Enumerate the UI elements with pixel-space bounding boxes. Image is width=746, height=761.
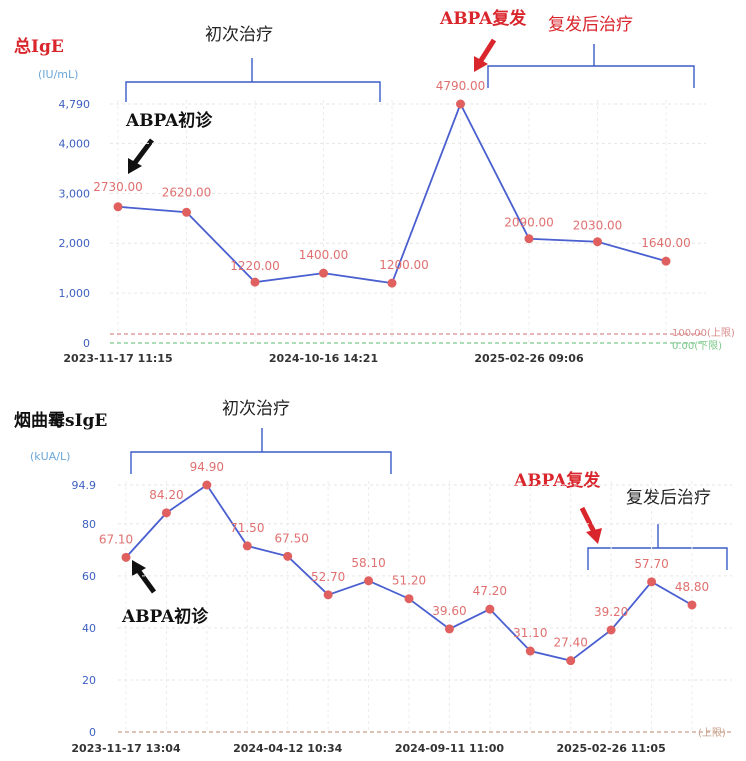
chart2-data-point[interactable] <box>364 576 374 586</box>
chart2-data-point[interactable] <box>283 551 293 561</box>
chart1-data-label: 4790.00 <box>436 79 486 93</box>
chart2-initial-diagnosis-label: ABPA初诊 <box>121 606 209 627</box>
chart1-relapse-label: ABPA复发 <box>439 8 527 29</box>
chart1-data-label: 2030.00 <box>573 219 623 233</box>
chart1-initial-treatment-brace <box>125 58 381 102</box>
chart2-data-point[interactable] <box>202 480 212 490</box>
chart1-ytick-label: 4,000 <box>59 137 91 150</box>
chart2-unit: (kUA/L) <box>30 450 70 463</box>
chart2-relapse-arrow-icon <box>579 506 602 544</box>
chart2-post-relapse-brace <box>587 524 728 570</box>
chart2-data-point[interactable] <box>525 646 535 656</box>
chart2-data-point[interactable] <box>323 590 333 600</box>
chart2-xtick-label: 2024-04-12 10:34 <box>233 742 343 755</box>
chart2-data-point[interactable] <box>606 625 616 635</box>
chart2-data-label: 48.80 <box>675 580 709 594</box>
chart2-data-point[interactable] <box>485 604 495 614</box>
chart2-initial-treatment-label: 初次治疗 <box>222 399 290 419</box>
chart2-reference-label: (上限) <box>698 727 726 739</box>
chart2-xtick-label: 2024-09-11 11:00 <box>395 742 505 755</box>
chart2-data-label: 67.10 <box>99 532 133 546</box>
chart1-unit: (IU/mL) <box>38 68 78 81</box>
chart2-ytick-label: 40 <box>82 622 96 635</box>
chart2-data-point[interactable] <box>444 624 454 634</box>
chart1-reference-label: 0.00(下限) <box>672 340 722 352</box>
chart1-ytick-label: 1,000 <box>59 287 91 300</box>
chart1-data-point[interactable] <box>524 234 534 244</box>
chart2-data-point[interactable] <box>687 600 697 610</box>
chart1-initial-diagnosis-label: ABPA初诊 <box>125 110 213 131</box>
chart2-post-relapse-label: 复发后治疗 <box>626 488 711 508</box>
chart2-data-label: 57.70 <box>634 557 668 571</box>
chart2-data-label: 84.20 <box>149 488 183 502</box>
chart1-xtick-label: 2023-11-17 11:15 <box>63 352 172 365</box>
chart1-data-point[interactable] <box>387 278 397 288</box>
chart1-relapse-arrow-icon <box>474 38 497 72</box>
chart2-data-label: 94.90 <box>190 460 224 474</box>
chart1-data-point[interactable] <box>661 256 671 266</box>
chart2-plot: 0 20 40 60 80 94.9 (上限) 2023-11-17 13:04 2024-04… <box>71 460 732 755</box>
chart2-data-label: 51.20 <box>392 574 426 588</box>
chart1-ytick-label: 0 <box>83 337 90 350</box>
chart1-post-relapse-label: 复发后治疗 <box>548 15 633 35</box>
chart2-ytick-label: 0 <box>89 726 96 739</box>
chart1-reference-label: 100.00(上限) <box>672 327 735 339</box>
chart2-data-point[interactable] <box>647 577 657 587</box>
chart2-data-label: 67.50 <box>275 531 309 545</box>
chart2-data-point[interactable] <box>121 552 131 562</box>
chart2-title: 烟曲霉sIgE <box>14 410 107 431</box>
chart2-ytick-label: 80 <box>82 518 96 531</box>
chart2-data-label: 27.40 <box>554 636 588 650</box>
chart2-diagnosis-arrow-icon <box>132 560 157 594</box>
chart1-plot: 0 1,000 2,000 3,000 4,000 4,790 100.00(上限)0.00… <box>59 79 735 365</box>
chart1-data-point[interactable] <box>182 207 191 217</box>
chart2-relapse-label: ABPA复发 <box>513 470 601 491</box>
chart1-data-label: 2620.00 <box>162 185 212 199</box>
chart1-data-label: 2090.00 <box>504 216 554 230</box>
chart1-data-label: 2730.00 <box>93 180 143 194</box>
chart1-data-label: 1400.00 <box>299 248 349 262</box>
chart2-data-point[interactable] <box>161 508 171 518</box>
chart1-ytick-label: 3,000 <box>59 187 91 200</box>
chart1-initial-treatment-label: 初次治疗 <box>205 25 273 45</box>
chart2-data-point[interactable] <box>242 541 252 551</box>
chart1-xtick-label: 2025-02-26 09:06 <box>474 352 584 365</box>
chart2-data-label: 58.10 <box>351 556 385 570</box>
chart1-data-label: 1220.00 <box>230 259 280 273</box>
chart1-data-point[interactable] <box>456 99 465 109</box>
chart2-data-point[interactable] <box>566 656 576 666</box>
chart1-data-point[interactable] <box>319 268 328 278</box>
chart1-title: 总IgE <box>14 36 64 57</box>
chart2-ytick-label: 20 <box>82 674 96 687</box>
chart2-data-label: 71.50 <box>230 521 264 535</box>
chart1-ytick-label: 2,000 <box>59 237 91 250</box>
chart2-data-label: 39.20 <box>594 605 628 619</box>
chart1-diagnosis-arrow-icon <box>128 138 154 174</box>
chart2-data-label: 39.60 <box>432 604 466 618</box>
chart1-ytick-label: 4,790 <box>59 98 91 111</box>
chart1-data-point[interactable] <box>250 277 260 287</box>
chart2-xtick-label: 2023-11-17 13:04 <box>71 742 181 755</box>
chart2-data-label: 52.70 <box>311 570 345 584</box>
chart2-initial-treatment-brace <box>130 428 392 474</box>
chart1-data-label: 1200.00 <box>379 258 429 272</box>
chart1-data-point[interactable] <box>113 202 123 212</box>
chart2-ytick-label: 60 <box>82 570 96 583</box>
chart1-post-relapse-brace <box>487 44 695 88</box>
chart1-data-point[interactable] <box>593 237 602 247</box>
chart1-data-label: 1640.00 <box>641 236 691 250</box>
chart2-data-label: 47.20 <box>473 584 507 598</box>
chart1-xtick-label: 2024-10-16 14:21 <box>269 352 378 365</box>
chart2-ytick-label: 94.9 <box>72 479 97 492</box>
chart2-xtick-label: 2025-02-26 11:05 <box>557 742 666 755</box>
chart2-data-point[interactable] <box>404 594 414 604</box>
chart2-data-label: 31.10 <box>513 626 547 640</box>
